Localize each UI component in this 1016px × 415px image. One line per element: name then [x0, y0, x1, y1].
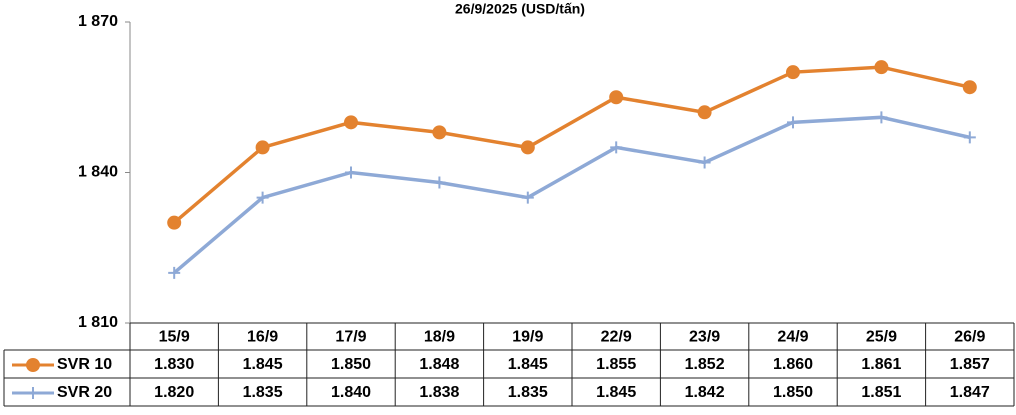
- table-value: 1.835: [243, 384, 283, 401]
- x-tick-label: 22/9: [601, 329, 632, 346]
- series-line: [173, 115, 971, 275]
- legend-label: SVR 20: [57, 384, 112, 401]
- table-value: 1.845: [508, 356, 548, 373]
- table-value: 1.845: [596, 384, 636, 401]
- y-tick-label: 1 870: [78, 13, 118, 30]
- table-value: 1.852: [685, 356, 725, 373]
- x-tick-label: 17/9: [335, 329, 366, 346]
- y-tick-label: 1 810: [78, 314, 118, 331]
- table-value: 1.855: [596, 356, 636, 373]
- x-tick-label: 16/9: [247, 329, 278, 346]
- y-tick-label: 1 840: [78, 164, 118, 181]
- chart-title: 26/9/2025 (USD/tấn): [455, 1, 585, 17]
- table-value: 1.835: [508, 384, 548, 401]
- marker: [344, 115, 358, 130]
- table-value: 1.850: [773, 384, 813, 401]
- marker: [697, 105, 712, 120]
- x-tick-label: 26/9: [954, 329, 985, 346]
- marker: [256, 191, 269, 204]
- x-tick-label: 23/9: [689, 329, 720, 346]
- table-value: 1.847: [950, 384, 990, 401]
- marker: [168, 266, 181, 279]
- x-tick-label: 25/9: [866, 329, 897, 346]
- marker: [255, 140, 270, 155]
- table-value: 1.851: [861, 384, 901, 401]
- table-value: 1.848: [419, 356, 459, 373]
- marker: [787, 116, 799, 129]
- x-tick-label: 15/9: [159, 329, 190, 346]
- table-value: 1.840: [331, 384, 371, 401]
- marker: [27, 387, 39, 399]
- series-line: [173, 65, 971, 224]
- marker: [875, 111, 888, 124]
- marker: [874, 60, 889, 75]
- marker: [609, 90, 624, 105]
- marker: [786, 65, 800, 80]
- marker: [345, 166, 357, 179]
- table-value: 1.860: [773, 356, 813, 373]
- marker: [520, 140, 535, 155]
- marker: [610, 141, 623, 154]
- marker: [962, 80, 977, 95]
- marker: [521, 191, 534, 204]
- marker: [698, 156, 711, 169]
- table-value: 1.861: [861, 356, 901, 373]
- marker: [433, 176, 446, 189]
- marker: [432, 125, 447, 140]
- marker: [167, 215, 182, 230]
- table-value: 1.842: [685, 384, 725, 401]
- x-tick-label: 18/9: [424, 329, 455, 346]
- table-value: 1.838: [419, 384, 459, 401]
- x-tick-label: 24/9: [777, 329, 808, 346]
- table-value: 1.850: [331, 356, 371, 373]
- marker: [963, 131, 976, 144]
- marker: [26, 358, 40, 372]
- table-value: 1.845: [243, 356, 283, 373]
- x-tick-label: 19/9: [512, 329, 543, 346]
- table-value: 1.830: [154, 356, 194, 373]
- table-value: 1.820: [154, 384, 194, 401]
- legend-label: SVR 10: [57, 356, 112, 373]
- table-value: 1.857: [950, 356, 990, 373]
